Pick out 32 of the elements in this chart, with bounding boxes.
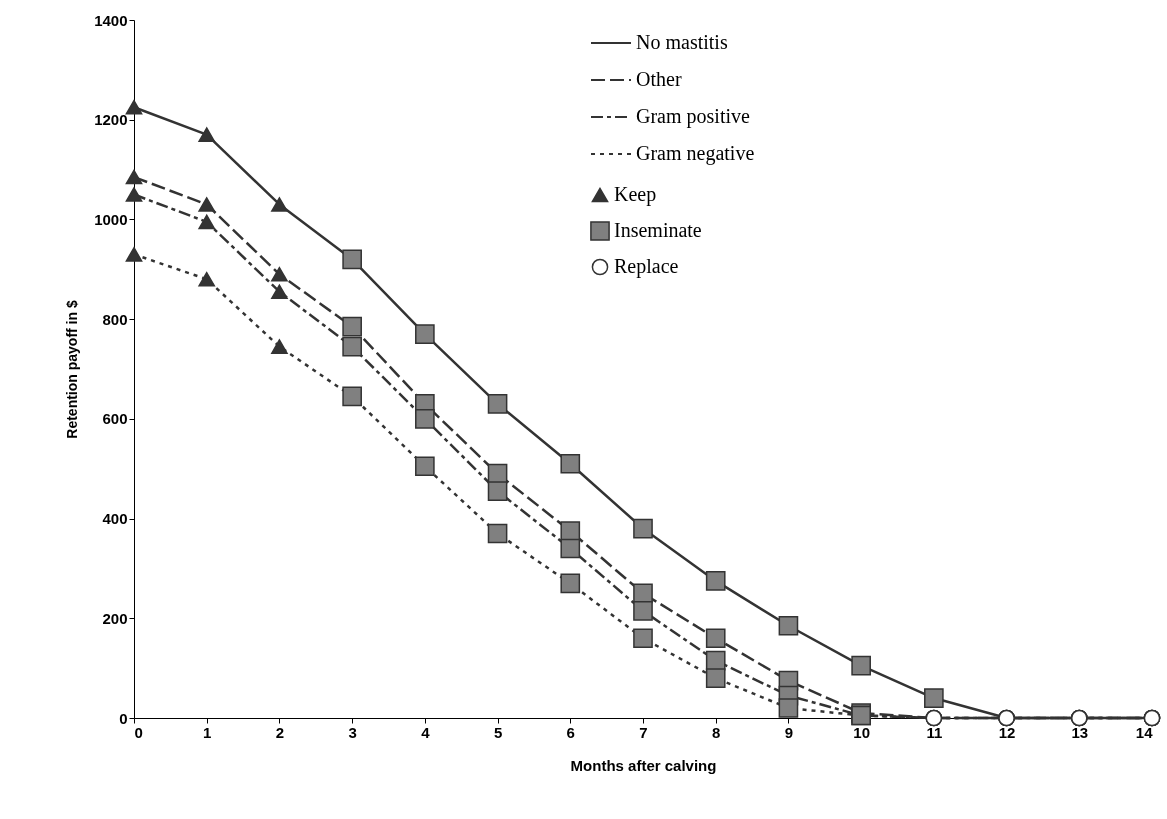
legend-label: Gram positive — [636, 105, 750, 128]
x-tick-label: 9 — [784, 723, 794, 741]
x-tick-label: 7 — [639, 723, 648, 741]
x-tick-label: 12 — [998, 723, 1016, 741]
x-tick-label: 10 — [853, 723, 870, 741]
x-tick-label: 4 — [421, 723, 431, 741]
x-axis-title: Months after calving — [570, 756, 717, 774]
legend-label: Replace — [614, 255, 679, 278]
legend-label: Keep — [614, 183, 657, 206]
x-tick-label: 14 — [1135, 723, 1154, 741]
y-tick-label: 1000 — [94, 210, 128, 228]
legend-label: Inseminate — [614, 219, 702, 241]
y-tick-label: 400 — [102, 510, 128, 528]
y-tick-label: 1200 — [94, 111, 128, 129]
x-tick-label: 1 — [203, 723, 212, 741]
x-tick-label: 8 — [712, 723, 721, 741]
legend-label: Gram negative — [636, 142, 755, 165]
y-tick-label: 800 — [102, 310, 128, 328]
legend-label: No mastitis — [636, 31, 728, 53]
x-tick-label: 11 — [926, 723, 943, 741]
y-tick-label: 1400 — [94, 11, 128, 29]
y-axis-title: Retention payoff in $ — [64, 300, 81, 439]
x-tick-label: 6 — [566, 723, 575, 741]
y-tick-label: 0 — [119, 709, 128, 727]
x-tick-label: 0 — [134, 723, 143, 741]
legend-label: Other — [636, 68, 682, 90]
x-tick-label: 5 — [493, 723, 503, 741]
x-tick-label: 2 — [275, 723, 285, 741]
x-tick-label: 3 — [348, 723, 357, 741]
x-tick-label: 13 — [1071, 723, 1089, 741]
y-tick-label: 200 — [102, 609, 128, 627]
y-tick-label: 600 — [102, 410, 128, 428]
